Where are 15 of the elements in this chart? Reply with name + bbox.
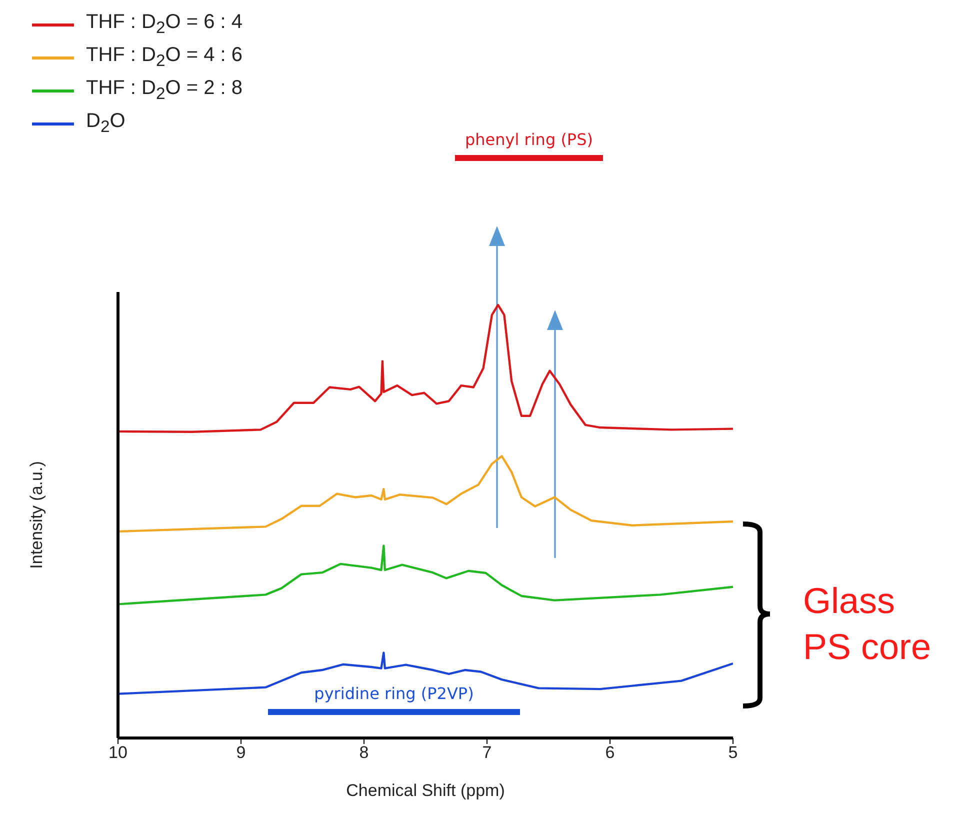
x-axis-title: Chemical Shift (ppm)	[346, 781, 505, 800]
y-axis-title: Intensity (a.u.)	[27, 461, 46, 569]
x-tick-label: 10	[108, 743, 128, 762]
legend-label: THF : D$_{2}$O = 2 : 8	[86, 77, 243, 104]
x-tick-label: 9	[236, 743, 246, 762]
x-tick-label: 7	[482, 743, 492, 762]
legend-label: THF : D$_{2}$O = 4 : 6	[86, 44, 243, 71]
legend-label: THF : D$_{2}$O = 6 : 4	[86, 11, 243, 38]
legend-label: D$_{2}$O	[86, 110, 126, 137]
annotation: pyridine ring (P2VP)	[314, 684, 474, 703]
x-tick-label: 5	[728, 743, 738, 762]
x-tick-label: 6	[605, 743, 615, 762]
x-tick-label: 8	[359, 743, 369, 762]
text: Glass PS core	[803, 579, 932, 669]
text: phenyl ring (PS)	[465, 130, 593, 149]
